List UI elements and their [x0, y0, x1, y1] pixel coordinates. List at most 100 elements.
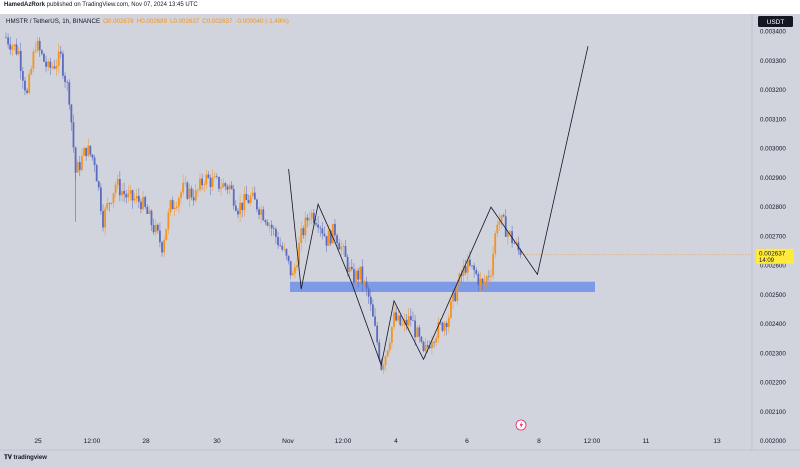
price-chart[interactable]: HMSTR / TetherUS, 1h, BINANCE O0.002678 H0…: [0, 14, 800, 467]
candle-body: [388, 342, 391, 351]
candle-body: [7, 37, 10, 45]
candle-body: [28, 74, 31, 93]
candle-body: [93, 157, 96, 166]
candle-body: [264, 220, 267, 223]
candle-body: [323, 233, 326, 237]
candle-body: [395, 312, 398, 321]
support-zone[interactable]: [290, 281, 595, 292]
candle-body: [137, 195, 140, 202]
candle-body: [203, 184, 206, 186]
projection-path[interactable]: [288, 46, 589, 367]
candle-body: [66, 81, 69, 83]
tradingview-mark-icon: 𝐓𝐕: [4, 455, 14, 461]
candle-body: [140, 201, 142, 210]
candle-body: [207, 174, 210, 178]
candle-body: [76, 162, 79, 173]
candle-body: [471, 265, 473, 267]
symbol-legend: HMSTR / TetherUS, 1h, BINANCE O0.002678 H0…: [6, 18, 289, 25]
candle-body: [142, 197, 144, 210]
currency-button[interactable]: USDT: [758, 16, 793, 27]
candle-body: [11, 46, 14, 50]
candle-body: [169, 200, 172, 213]
candle-body: [460, 273, 463, 276]
candle-body: [374, 316, 376, 326]
bolt-icon-glyph: [519, 421, 523, 429]
bolt-icon[interactable]: [515, 419, 527, 431]
candle-body: [390, 326, 393, 343]
candle-body: [224, 183, 227, 187]
candle-body: [121, 191, 123, 196]
candle-body: [249, 196, 252, 204]
candle-body: [277, 237, 279, 246]
candle-body: [182, 182, 185, 193]
symbol-pair[interactable]: HMSTR / TetherUS, 1h, BINANCE: [6, 18, 100, 25]
candle-body: [133, 198, 136, 201]
candle-body: [365, 281, 368, 289]
candle-body: [110, 202, 113, 204]
candle-body: [291, 273, 294, 276]
candle-body: [344, 246, 347, 257]
candle-body: [431, 342, 433, 349]
candle-body: [363, 281, 366, 284]
candle-body: [78, 162, 81, 171]
price-tick-label: 0.002200: [760, 380, 786, 387]
candle-body: [466, 259, 469, 273]
candle-body: [89, 145, 92, 155]
candle-body: [270, 224, 273, 229]
candle-body: [437, 322, 440, 339]
candle-body: [81, 156, 83, 171]
candle-body: [188, 188, 191, 199]
candle-body: [21, 70, 24, 81]
price-tick-label: 0.003000: [760, 146, 786, 153]
candle-body: [258, 209, 260, 215]
candle-body: [36, 40, 39, 51]
candle-body: [275, 228, 277, 238]
price-tick-label: 0.002500: [760, 292, 786, 299]
time-tick-label: 6: [465, 438, 469, 445]
candle-body: [53, 66, 56, 69]
candle-body: [315, 223, 317, 225]
candle-body: [473, 265, 476, 271]
candle-body: [55, 65, 58, 69]
candle-body: [428, 346, 431, 349]
candle-body: [266, 222, 269, 226]
candle-body: [405, 319, 408, 326]
candle-body: [112, 193, 115, 203]
price-tick-label: 0.003200: [760, 87, 786, 94]
time-tick-label: 12:00: [84, 438, 101, 445]
candle-body: [146, 206, 149, 214]
candle-body: [393, 312, 395, 327]
candle-body: [475, 270, 478, 274]
candle-body: [243, 194, 246, 211]
author-name[interactable]: HamedAzRork: [4, 2, 46, 8]
tradingview-logo[interactable]: 𝐓𝐕 tradingview: [4, 455, 47, 462]
candle-body: [262, 209, 265, 221]
candle-body: [34, 50, 37, 52]
candle-body: [95, 165, 98, 182]
candle-body: [401, 324, 404, 326]
candle-body: [234, 205, 237, 211]
candle-body: [97, 181, 100, 188]
candle-body: [399, 315, 402, 326]
candle-body: [329, 230, 332, 244]
candle-body: [253, 192, 256, 200]
candle-body: [70, 104, 73, 123]
candle-body: [441, 322, 444, 331]
candle-body: [163, 240, 166, 253]
candle-body: [62, 53, 64, 76]
candle-body: [241, 202, 244, 211]
candle-body: [372, 304, 374, 317]
candle-body: [376, 325, 379, 343]
publish-header: HamedAzRork published on TradingView.com…: [0, 0, 800, 14]
candle-body: [226, 186, 229, 190]
candle-body: [386, 350, 389, 357]
price-tick-label: 0.002000: [760, 438, 786, 445]
candle-body: [481, 278, 484, 283]
candle-body: [260, 209, 263, 215]
candle-body: [382, 365, 385, 370]
publish-text: published on TradingView.com, Nov 07, 20…: [45, 2, 198, 8]
candle-body: [361, 266, 364, 284]
price-axis-ticks: 0.003400 0.003300 0.003200 0.003100 0.003000…: [760, 29, 786, 446]
candle-body: [308, 218, 311, 221]
candle-body: [407, 316, 410, 326]
